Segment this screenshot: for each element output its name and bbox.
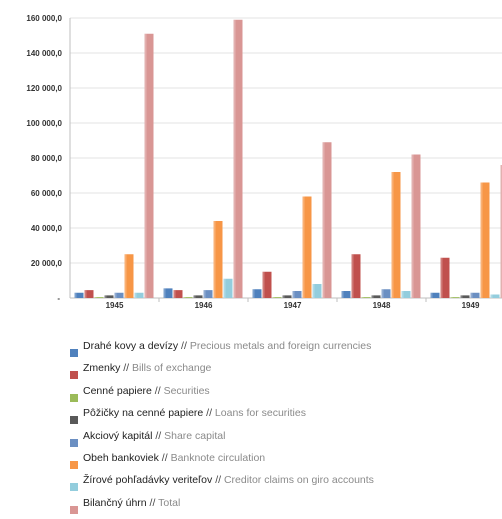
bar-highlight	[342, 291, 344, 298]
bar-highlight	[431, 293, 433, 298]
bar-highlight	[412, 155, 414, 299]
x-axis: 1945 1946 1947 1948 1949	[106, 298, 502, 310]
bar-highlight	[441, 258, 443, 298]
bar-highlight	[174, 290, 176, 298]
bar-highlight	[214, 221, 216, 298]
bar-highlight	[234, 20, 236, 298]
legend-label: Bilančný úhrn // Total	[83, 497, 180, 509]
legend-swatch	[70, 461, 78, 469]
bar-highlight	[362, 297, 364, 298]
legend-label: Žírové pohľadávky veriteľov // Creditor …	[83, 474, 374, 486]
legend-swatch	[70, 394, 78, 402]
bar-chart: 160 000,0 140 000,0 120 000,0 100 000,0 80 0…	[0, 0, 502, 330]
bar-highlight	[204, 290, 206, 298]
bar-highlight	[323, 142, 325, 298]
bar-highlight	[105, 295, 107, 298]
legend-separator: //	[159, 452, 171, 464]
legend-separator: //	[203, 407, 215, 419]
x-tick-label: 1946	[195, 301, 213, 310]
legend-separator: //	[212, 474, 224, 486]
bar-highlight	[75, 293, 77, 298]
bar-highlight	[461, 295, 463, 298]
legend-label-sk: Žírové pohľadávky veriteľov	[83, 474, 212, 486]
bar-highlight	[164, 288, 166, 298]
legend-swatch	[70, 483, 78, 491]
legend-label: Pôžičky na cenné papiere // Loans for se…	[83, 407, 306, 419]
bar-highlight	[85, 290, 87, 298]
y-tick-label: 80 000,0	[31, 154, 63, 163]
legend-label-sk: Pôžičky na cenné papiere	[83, 407, 203, 419]
legend-label-sk: Drahé kovy a devízy	[83, 340, 178, 352]
x-tick-label: 1947	[284, 301, 302, 310]
bar-highlight	[135, 293, 137, 298]
bars	[75, 20, 502, 298]
y-tick-label: 60 000,0	[31, 189, 63, 198]
bar-highlight	[194, 295, 196, 298]
legend-separator: //	[147, 497, 158, 509]
y-tick-label: -	[57, 294, 60, 303]
legend-label: Obeh bankoviek // Banknote circulation	[83, 452, 265, 464]
bar-highlight	[95, 297, 97, 298]
legend-separator: //	[152, 430, 164, 442]
legend-swatch	[70, 416, 78, 424]
legend-label-sk: Zmenky	[83, 362, 120, 374]
x-tick-label: 1945	[106, 301, 124, 310]
bar-highlight	[392, 172, 394, 298]
bar-highlight	[352, 254, 354, 298]
y-tick-label: 20 000,0	[31, 259, 63, 268]
y-tick-label: 160 000,0	[26, 14, 62, 23]
bar-highlight	[313, 284, 315, 298]
bar-highlight	[184, 297, 186, 298]
y-tick-label: 100 000,0	[26, 119, 62, 128]
legend-label-en: Loans for securities	[215, 407, 306, 419]
legend-label-en: Banknote circulation	[171, 452, 266, 464]
legend-label-en: Bills of exchange	[132, 362, 211, 374]
x-tick-label: 1948	[373, 301, 391, 310]
legend-swatch	[70, 371, 78, 379]
bar-highlight	[283, 295, 285, 298]
x-tick-label: 1949	[462, 301, 480, 310]
legend-separator: //	[178, 340, 190, 352]
legend-swatch	[70, 506, 78, 514]
y-tick-label: 120 000,0	[26, 84, 62, 93]
bar-highlight	[263, 272, 265, 298]
bar-highlight	[253, 289, 255, 298]
legend-separator: //	[152, 385, 164, 397]
gridlines	[70, 18, 502, 263]
bar-highlight	[224, 279, 226, 298]
legend-label-sk: Akciový kapitál	[83, 430, 152, 442]
legend-separator: //	[120, 362, 132, 374]
bar-highlight	[125, 254, 127, 298]
legend-label: Cenné papiere // Securities	[83, 385, 210, 397]
legend-label-sk: Obeh bankoviek	[83, 452, 159, 464]
legend-label-en: Share capital	[164, 430, 225, 442]
legend-label-en: Total	[158, 497, 180, 509]
legend-label-en: Creditor claims on giro accounts	[224, 474, 374, 486]
legend-label: Akciový kapitál // Share capital	[83, 430, 225, 442]
bar-highlight	[145, 34, 147, 298]
legend-swatch	[70, 439, 78, 447]
legend-label: Drahé kovy a devízy // Precious metals a…	[83, 340, 371, 352]
legend-label-sk: Cenné papiere	[83, 385, 152, 397]
bar-highlight	[402, 291, 404, 298]
y-tick-label: 140 000,0	[26, 49, 62, 58]
bar-highlight	[115, 293, 117, 298]
legend-swatch	[70, 349, 78, 357]
legend-label-en: Precious metals and foreign currencies	[190, 340, 372, 352]
bar-highlight	[471, 293, 473, 298]
y-tick-label: 40 000,0	[31, 224, 63, 233]
bar-highlight	[273, 297, 275, 298]
legend-label-sk: Bilančný úhrn	[83, 497, 147, 509]
legend-label-en: Securities	[164, 385, 210, 397]
bar-highlight	[382, 289, 384, 298]
bar-highlight	[481, 183, 483, 299]
bar-highlight	[303, 197, 305, 299]
bar-highlight	[451, 297, 453, 298]
bar-highlight	[372, 295, 374, 298]
bar-highlight	[491, 295, 493, 299]
bar-highlight	[293, 291, 295, 298]
legend-label: Zmenky // Bills of exchange	[83, 362, 211, 374]
